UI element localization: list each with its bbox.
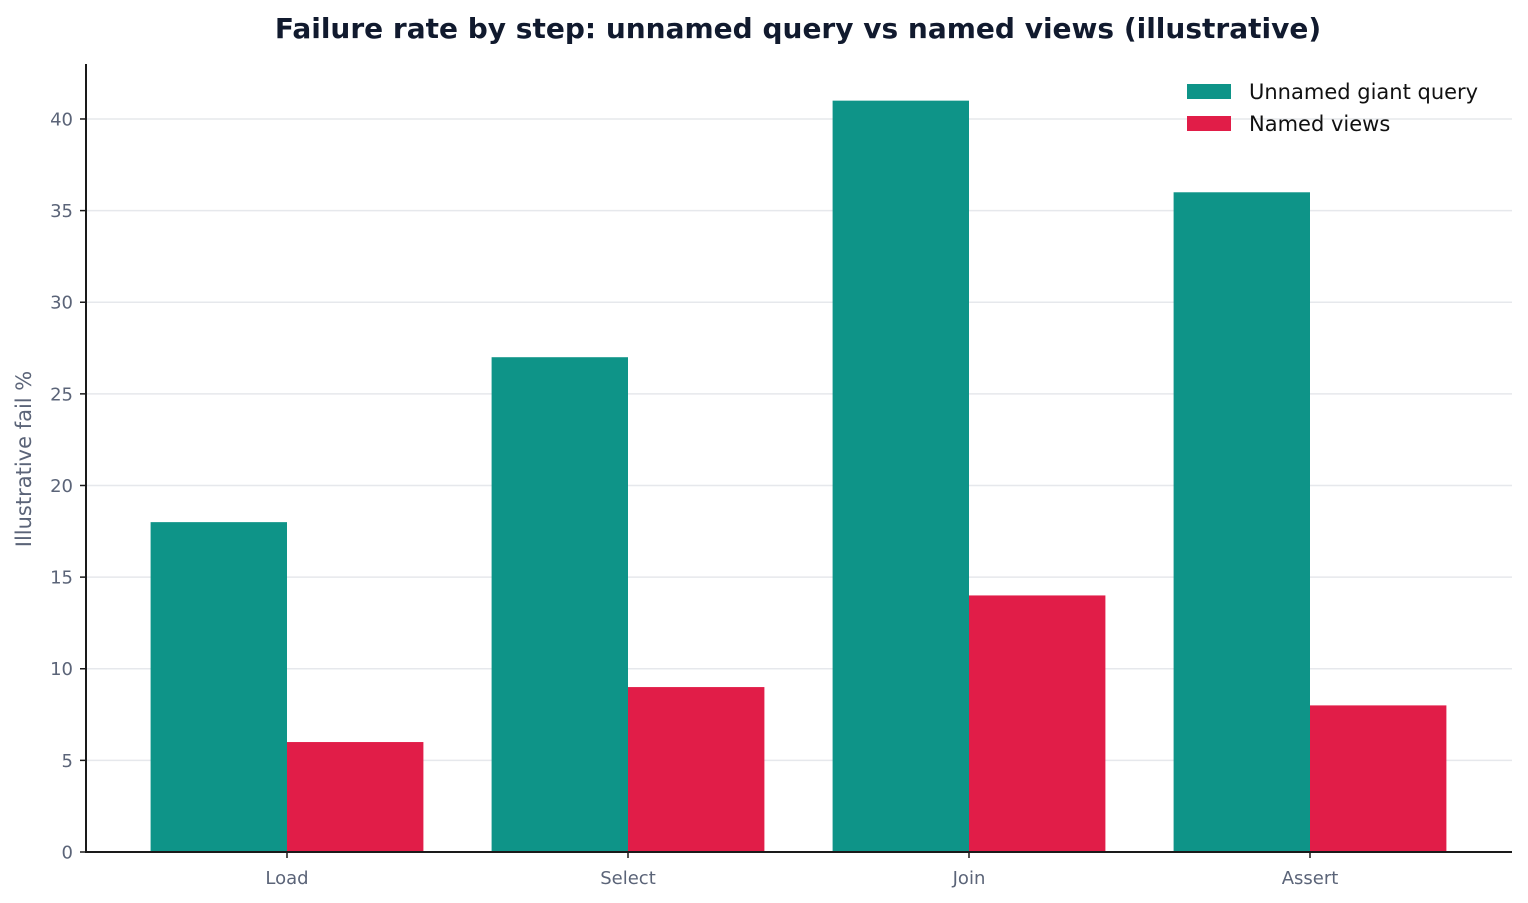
x-axis-ticks: Load Select Join Assert bbox=[265, 852, 1338, 889]
axes bbox=[85, 64, 1512, 853]
x-tick-label: Select bbox=[600, 868, 656, 889]
bar-load-series-1 bbox=[150, 522, 287, 852]
y-axis-ticks: 0 5 10 15 20 25 30 35 40 bbox=[50, 109, 86, 864]
y-tick-label: 0 bbox=[62, 843, 73, 864]
chart-title: Failure rate by step: unnamed query vs n… bbox=[275, 12, 1321, 45]
bar-load-series-2 bbox=[287, 742, 424, 852]
y-tick-label: 20 bbox=[50, 476, 73, 497]
bars bbox=[150, 100, 1447, 853]
y-tick-label: 25 bbox=[50, 384, 73, 405]
bar-assert-series-1 bbox=[1173, 192, 1310, 853]
legend-swatch bbox=[1187, 116, 1231, 131]
y-tick-label: 5 bbox=[62, 751, 73, 772]
y-tick-label: 35 bbox=[50, 201, 73, 222]
y-tick-label: 15 bbox=[50, 568, 73, 589]
legend: Unnamed giant query Named views bbox=[1187, 80, 1478, 136]
legend-swatch bbox=[1187, 84, 1231, 99]
legend-label: Unnamed giant query bbox=[1249, 80, 1478, 104]
bar-join-series-2 bbox=[969, 595, 1106, 852]
x-tick-label: Join bbox=[952, 868, 986, 889]
y-tick-label: 40 bbox=[50, 109, 73, 130]
x-tick-label: Load bbox=[265, 868, 308, 889]
y-tick-label: 30 bbox=[50, 293, 73, 314]
bar-select-series-1 bbox=[491, 357, 628, 852]
legend-label: Named views bbox=[1249, 112, 1390, 136]
x-tick-label: Assert bbox=[1282, 868, 1339, 889]
gridlines bbox=[86, 118, 1512, 762]
bar-assert-series-2 bbox=[1310, 705, 1447, 852]
y-axis-label: Illustrative fail % bbox=[12, 371, 36, 548]
y-tick-label: 10 bbox=[50, 659, 73, 680]
bar-select-series-2 bbox=[628, 687, 765, 852]
bar-join-series-1 bbox=[832, 100, 969, 852]
